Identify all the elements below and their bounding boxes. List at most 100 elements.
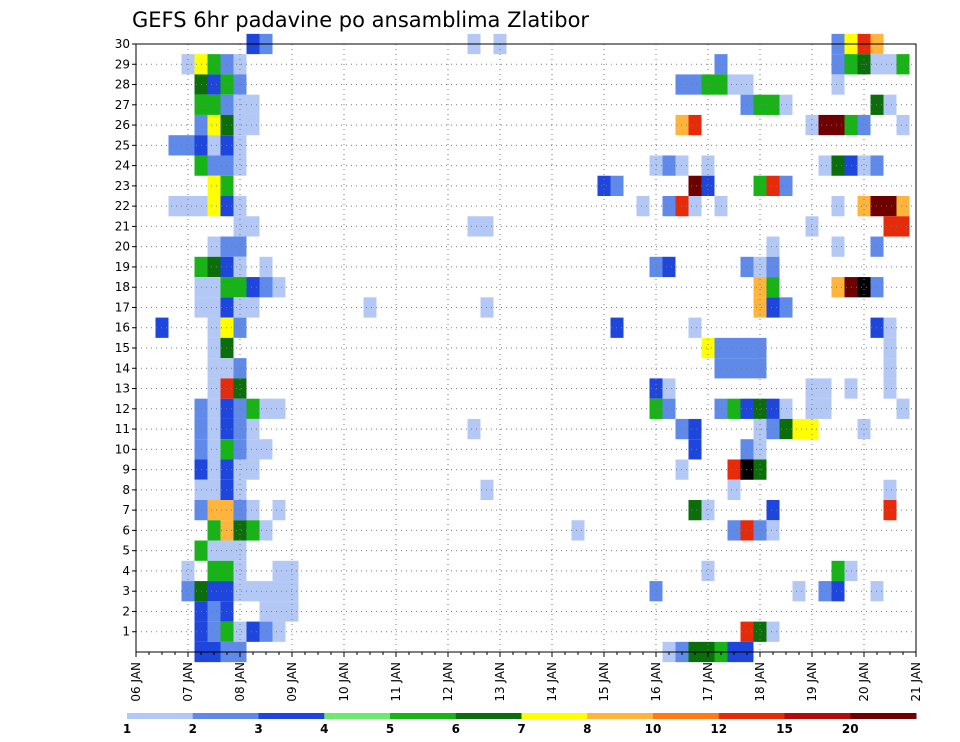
- precip-cell-member-28: [831, 74, 845, 95]
- precip-cell-member-7: [233, 500, 247, 521]
- x-tick-label: 21 JAN: [909, 662, 923, 702]
- colorbar-swatch: [455, 713, 522, 719]
- precip-cell-member-25: [181, 135, 195, 156]
- precip-cell-member-27: [246, 94, 260, 115]
- x-tick-label: 20 JAN: [857, 662, 871, 702]
- x-tick-label: 15 JAN: [597, 662, 611, 702]
- precip-cell-member-19: [207, 256, 221, 278]
- precip-cell-member-7: [246, 500, 260, 521]
- precip-cell-member-15: [753, 337, 767, 359]
- precip-cell-member-29: [883, 54, 897, 75]
- precip-cell-member-12: [662, 398, 676, 419]
- y-tick-label: 22: [115, 199, 130, 213]
- precip-cell-member-14: [753, 358, 767, 379]
- x-tick-label: 06 JAN: [129, 662, 143, 702]
- colorbar-label: 2: [189, 722, 197, 736]
- y-tick-label: 3: [122, 584, 130, 598]
- precip-cell-member-24: [207, 155, 221, 176]
- precip-cell-member-19: [753, 256, 767, 278]
- precip-cell-member-22: [857, 196, 871, 217]
- precip-cell-member-23: [688, 175, 702, 196]
- precip-cell-member-29: [896, 54, 910, 75]
- precip-cell-member-12: [207, 398, 221, 419]
- precip-cell-member-7: [766, 500, 780, 521]
- colorbar-swatch: [784, 713, 851, 719]
- y-tick-label: 6: [122, 523, 130, 537]
- precip-cell-member-16: [688, 317, 702, 338]
- precip-cell-member-22: [207, 196, 221, 217]
- precip-cell-member-6: [753, 520, 767, 541]
- precip-cell-member-4: [207, 560, 221, 582]
- precip-cell-member-13: [818, 378, 832, 399]
- precip-cell-member-17: [233, 297, 247, 318]
- precip-cell-member-27: [883, 94, 897, 115]
- colorbar: 1 2 3 4 5 6 7 8 10 12 15 20: [123, 713, 917, 736]
- colorbar-label: 1: [123, 722, 131, 736]
- precip-cell-member-5: [207, 540, 221, 561]
- x-axis: 06 JAN 07 JAN 08 JAN 09 JAN 10 JAN 11 JAN 12 J…: [129, 652, 923, 702]
- precip-cell-member-11: [766, 418, 780, 440]
- precip-cell-member-3: [272, 581, 286, 602]
- precip-cell-member-16: [233, 317, 247, 338]
- precip-cell-member-10: [207, 439, 221, 460]
- y-tick-label: 12: [115, 402, 130, 416]
- precip-cell-member-18: [246, 277, 260, 298]
- precip-cell-member-18: [272, 277, 286, 298]
- x-tick-label: 18 JAN: [753, 662, 767, 702]
- y-tick-label: 20: [115, 240, 130, 254]
- x-tick-label: 07 JAN: [181, 662, 195, 702]
- precip-cell-member-20: [766, 236, 780, 257]
- y-tick-label: 26: [115, 118, 130, 132]
- y-tick-label: 16: [115, 321, 130, 335]
- colorbar-label: 8: [583, 722, 591, 736]
- precip-cell-member-26: [896, 114, 910, 136]
- precip-cell-member-4: [831, 560, 845, 582]
- precip-cell-member-16: [883, 317, 897, 338]
- y-tick-label: 28: [115, 78, 130, 92]
- y-tick-label: 5: [122, 544, 130, 558]
- precip-cell-member-23: [701, 175, 715, 196]
- colorbar-label: 5: [386, 722, 394, 736]
- precip-cell-member-24: [233, 155, 247, 176]
- precip-cell-member-11: [207, 418, 221, 440]
- precip-cell-member-6: [207, 520, 221, 541]
- colorbar-label: 15: [776, 722, 793, 736]
- precip-cell-member-24: [857, 155, 871, 176]
- precip-cell-member-14: [233, 358, 247, 379]
- x-tick-label: 19 JAN: [805, 662, 819, 702]
- precip-cell-member-3: [831, 581, 845, 602]
- precip-cell-member-4: [272, 560, 286, 582]
- precip-cell-member-18: [753, 277, 767, 298]
- precip-cell-member-3: [181, 581, 195, 602]
- y-tick-label: 15: [115, 341, 130, 355]
- y-tick-label: 23: [115, 179, 130, 193]
- precip-cell-member-24: [662, 155, 676, 176]
- precip-cell-member-21: [896, 216, 910, 237]
- precip-cell-member-22: [831, 196, 845, 217]
- precip-cell-member-26: [246, 114, 260, 136]
- colorbar-swatch: [258, 713, 325, 719]
- y-tick-label: 13: [115, 382, 130, 396]
- colorbar-label: 12: [710, 722, 727, 736]
- precip-cell-member-18: [207, 277, 221, 298]
- x-tick-label: 14 JAN: [545, 662, 559, 702]
- x-tick-label: 08 JAN: [233, 662, 247, 702]
- precip-cell-member-12: [896, 398, 910, 419]
- precip-cell-member-8: [207, 479, 221, 500]
- precip-cell-member-8: [883, 479, 897, 500]
- colorbar-label: 6: [452, 722, 460, 736]
- precip-cell-member-12: [753, 398, 767, 419]
- precip-cell-member-4: [181, 560, 195, 582]
- precip-cell-member-2: [207, 601, 221, 622]
- precip-cell-member-4: [701, 560, 715, 582]
- precip-cell-member-25: [207, 135, 221, 156]
- precip-cell-member-21: [467, 216, 481, 237]
- precip-cell-member-22: [896, 196, 910, 217]
- y-tick-label: 19: [115, 260, 130, 274]
- precip-cell-member-6: [233, 520, 247, 541]
- precip-cell-member-13: [883, 378, 897, 399]
- colorbar-swatch: [850, 713, 917, 719]
- precip-cell-member-15: [701, 337, 715, 359]
- x-tick-label: 16 JAN: [649, 662, 663, 702]
- precip-cell-member-22: [181, 196, 195, 217]
